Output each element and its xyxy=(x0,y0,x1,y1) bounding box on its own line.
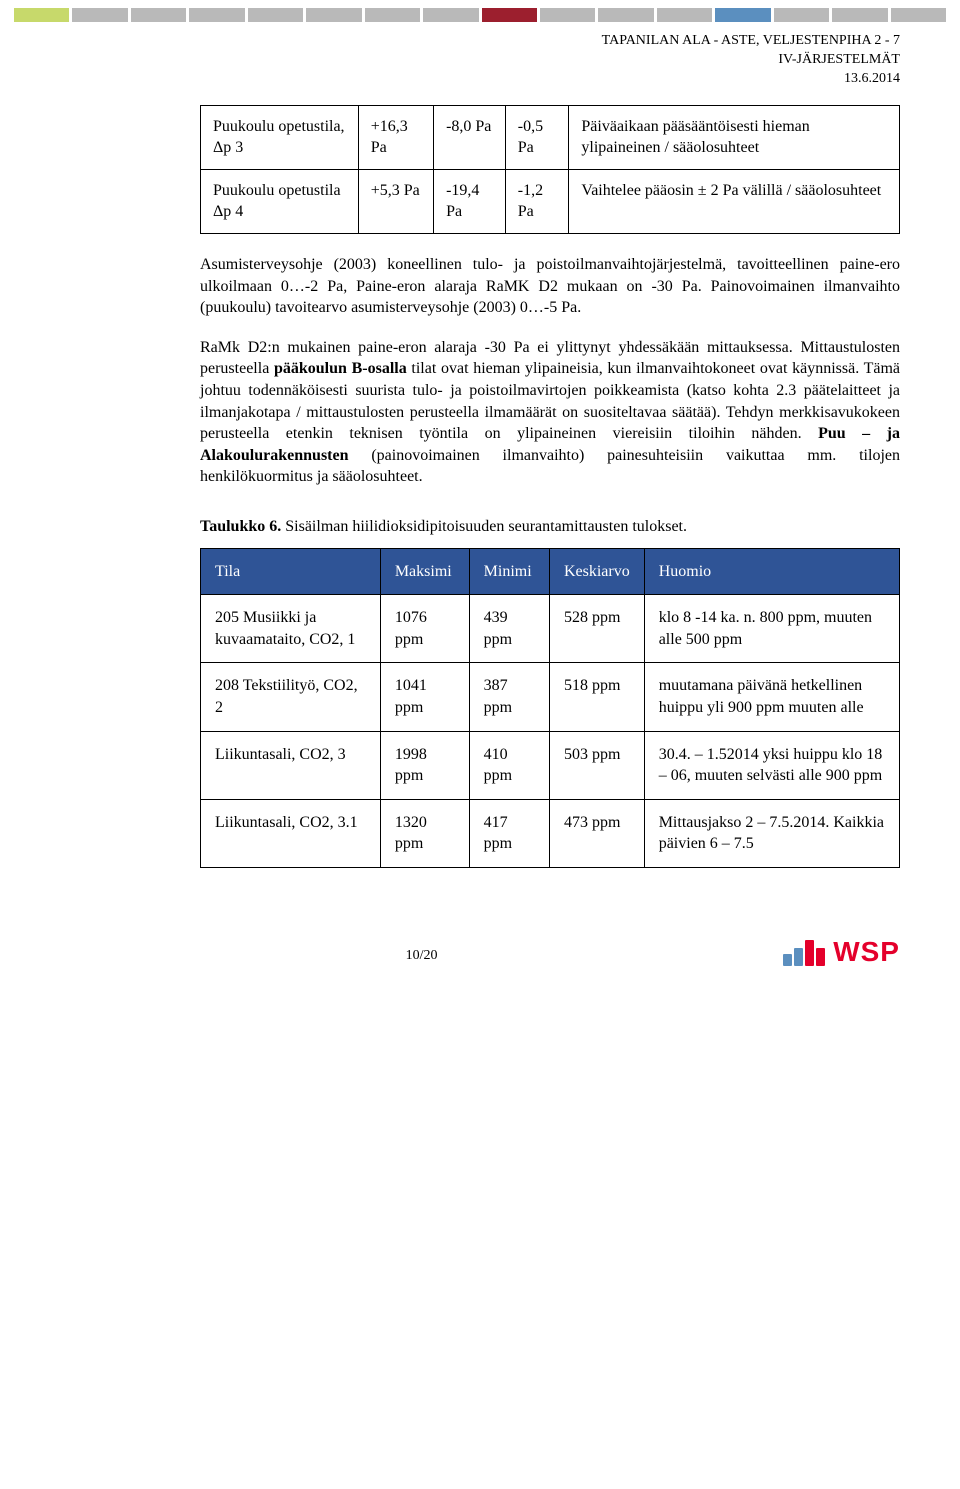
cell-tila: Liikuntasali, CO2, 3 xyxy=(201,731,381,799)
topbar-segment xyxy=(131,8,186,22)
cell-min: 417 ppm xyxy=(469,799,549,867)
cell-max: 1041 ppm xyxy=(380,663,469,731)
cell-max: 1998 ppm xyxy=(380,731,469,799)
logo-bar xyxy=(794,948,803,966)
col-keskiarvo: Keskiarvo xyxy=(549,548,644,595)
cell-max: 1076 ppm xyxy=(380,595,469,663)
cell-avg: 518 ppm xyxy=(549,663,644,731)
cell-avg: 528 ppm xyxy=(549,595,644,663)
cell-max: +5,3 Pa xyxy=(358,169,433,233)
cell-min: 387 ppm xyxy=(469,663,549,731)
caption-label: Taulukko 6. xyxy=(200,518,281,535)
header-line-3: 13.6.2014 xyxy=(0,70,900,89)
cell-avg: 503 ppm xyxy=(549,731,644,799)
co2-table: Tila Maksimi Minimi Keskiarvo Huomio 205… xyxy=(200,548,900,868)
cell-min: 439 ppm xyxy=(469,595,549,663)
cell-note: Päiväaikaan pääsääntöisesti hieman ylipa… xyxy=(569,105,900,169)
table-row: Liikuntasali, CO2, 3.1 1320 ppm 417 ppm … xyxy=(201,799,900,867)
cell-note: muutamana päivänä hetkellinen huippu yli… xyxy=(644,663,899,731)
col-tila: Tila xyxy=(201,548,381,595)
topbar-segment xyxy=(832,8,887,22)
topbar-segment xyxy=(248,8,303,22)
cell-avg: -1,2 Pa xyxy=(505,169,569,233)
topbar-segment xyxy=(306,8,361,22)
col-maksimi: Maksimi xyxy=(380,548,469,595)
topbar-segment xyxy=(715,8,770,22)
topbar-segment xyxy=(14,8,69,22)
logo-bar xyxy=(805,940,814,966)
table-row: 208 Tekstiilityö, CO2, 2 1041 ppm 387 pp… xyxy=(201,663,900,731)
page-content: Puukoulu opetustila, Δp 3 +16,3 Pa -8,0 … xyxy=(0,89,960,908)
cell-note: Mittausjakso 2 – 7.5.2014. Kaikkia päivi… xyxy=(644,799,899,867)
top-color-bar xyxy=(0,0,960,28)
cell-note: 30.4. – 1.52014 yksi huippu klo 18 – 06,… xyxy=(644,731,899,799)
col-huomio: Huomio xyxy=(644,548,899,595)
cell-note: klo 8 -14 ka. n. 800 ppm, muuten alle 50… xyxy=(644,595,899,663)
header-line-1: TAPANILAN ALA - ASTE, VELJESTENPIHA 2 - … xyxy=(0,32,900,51)
cell-avg: -0,5 Pa xyxy=(505,105,569,169)
topbar-segment xyxy=(365,8,420,22)
topbar-segment xyxy=(598,8,653,22)
topbar-segment xyxy=(891,8,946,22)
bold-run: pääkoulun B-osalla xyxy=(274,360,407,377)
topbar-segment xyxy=(482,8,537,22)
pressure-table: Puukoulu opetustila, Δp 3 +16,3 Pa -8,0 … xyxy=(200,105,900,234)
col-minimi: Minimi xyxy=(469,548,549,595)
table-row: 205 Musiikki ja kuvaamataito, CO2, 1 107… xyxy=(201,595,900,663)
paragraph-2: RaMk D2:n mukainen paine-eron alaraja -3… xyxy=(200,337,900,488)
cell-note: Vaihtelee pääosin ± 2 Pa välillä / sääol… xyxy=(569,169,900,233)
cell-avg: 473 ppm xyxy=(549,799,644,867)
table-row: Puukoulu opetustila Δp 4 +5,3 Pa -19,4 P… xyxy=(201,169,900,233)
cell-tila: 208 Tekstiilityö, CO2, 2 xyxy=(201,663,381,731)
cell-min: 410 ppm xyxy=(469,731,549,799)
topbar-segment xyxy=(540,8,595,22)
wsp-logo: WSP xyxy=(783,938,900,966)
cell-tila: Liikuntasali, CO2, 3.1 xyxy=(201,799,381,867)
cell-max: +16,3 Pa xyxy=(358,105,433,169)
paragraph-1: Asumisterveysohje (2003) koneellinen tul… xyxy=(200,254,900,319)
cell-min: -19,4 Pa xyxy=(434,169,506,233)
table-caption: Taulukko 6. Sisäilman hiilidioksidipitoi… xyxy=(200,516,900,538)
topbar-segment xyxy=(72,8,127,22)
topbar-segment xyxy=(423,8,478,22)
logo-bar xyxy=(816,948,825,966)
table-header-row: Tila Maksimi Minimi Keskiarvo Huomio xyxy=(201,548,900,595)
cell-tila: Puukoulu opetustila, Δp 3 xyxy=(201,105,359,169)
table-row: Liikuntasali, CO2, 3 1998 ppm 410 ppm 50… xyxy=(201,731,900,799)
cell-min: -8,0 Pa xyxy=(434,105,506,169)
cell-max: 1320 ppm xyxy=(380,799,469,867)
cell-tila: Puukoulu opetustila Δp 4 xyxy=(201,169,359,233)
table-row: Puukoulu opetustila, Δp 3 +16,3 Pa -8,0 … xyxy=(201,105,900,169)
caption-text: Sisäilman hiilidioksidipitoisuuden seura… xyxy=(281,518,687,535)
cell-tila: 205 Musiikki ja kuvaamataito, CO2, 1 xyxy=(201,595,381,663)
topbar-segment xyxy=(774,8,829,22)
wsp-logo-text: WSP xyxy=(833,938,900,966)
logo-bar xyxy=(783,954,792,966)
topbar-segment xyxy=(657,8,712,22)
header-line-2: IV-JÄRJESTELMÄT xyxy=(0,51,900,70)
document-header: TAPANILAN ALA - ASTE, VELJESTENPIHA 2 - … xyxy=(0,28,960,89)
page-footer: 10/20 WSP xyxy=(0,908,960,986)
page-number: 10/20 xyxy=(406,947,438,966)
topbar-segment xyxy=(189,8,244,22)
